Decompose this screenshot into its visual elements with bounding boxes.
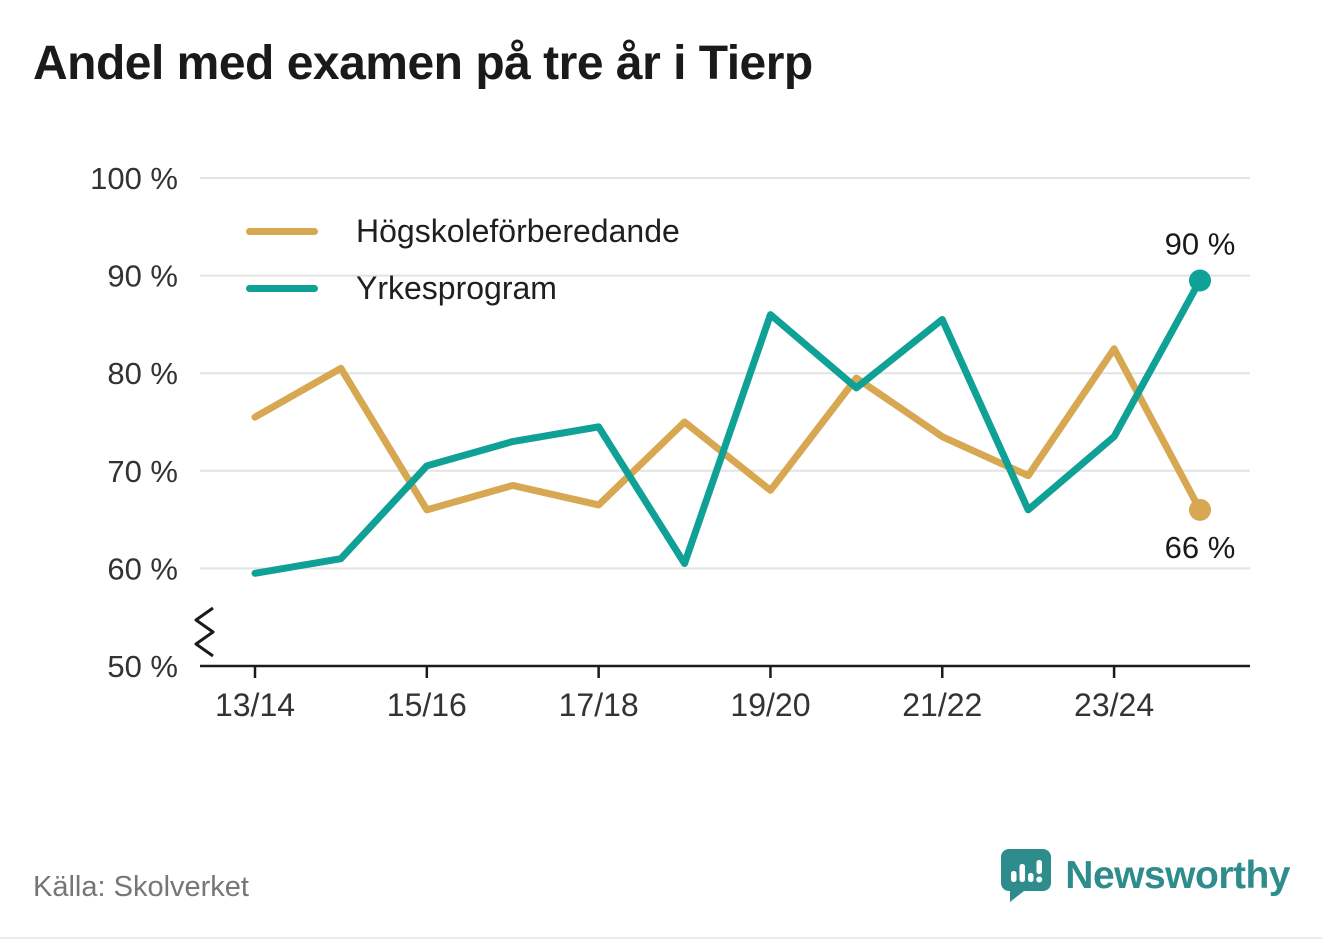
series-end-label: 66 % — [1165, 530, 1236, 565]
x-tick-label: 17/18 — [559, 687, 639, 723]
legend-swatch-yrkesprogram — [246, 284, 318, 292]
legend-item-yrkesprogram: Yrkesprogram — [246, 270, 680, 306]
legend-label-yrkesprogram: Yrkesprogram — [356, 269, 557, 306]
legend-label-hogskoleforberedande: Högskoleförberedande — [356, 212, 680, 249]
legend-item-hogskoleforberedande: Högskoleförberedande — [246, 213, 680, 249]
x-tick-label: 21/22 — [902, 687, 982, 723]
brand-name: Newsworthy — [1065, 853, 1290, 897]
series-end-dot — [1189, 269, 1211, 292]
chart-legend: Högskoleförberedande Yrkesprogram — [246, 213, 680, 306]
x-tick-label: 19/20 — [730, 687, 810, 723]
series-end-dot — [1189, 498, 1211, 521]
series-end-label: 90 % — [1165, 226, 1236, 261]
newsworthy-icon — [1001, 849, 1052, 902]
legend-swatch-hogskoleforberedande — [246, 227, 318, 235]
y-tick-label: 70 % — [107, 454, 178, 489]
chart-title: Andel med examen på tre år i Tierp — [33, 37, 813, 90]
newsworthy-logo: Newsworthy — [1000, 848, 1290, 903]
x-tick-label: 13/14 — [215, 687, 295, 723]
y-tick-label: 60 % — [107, 551, 178, 586]
y-tick-label: 50 % — [107, 649, 178, 684]
x-tick-label: 15/16 — [387, 687, 467, 723]
y-tick-label: 80 % — [107, 356, 178, 391]
source-note: Källa: Skolverket — [33, 871, 249, 903]
y-tick-label: 100 % — [90, 161, 178, 196]
x-tick-label: 23/24 — [1074, 687, 1154, 723]
y-tick-label: 90 % — [107, 259, 178, 294]
series-line-yrkesprogram — [251, 276, 1204, 577]
axis-break-icon — [194, 606, 215, 658]
